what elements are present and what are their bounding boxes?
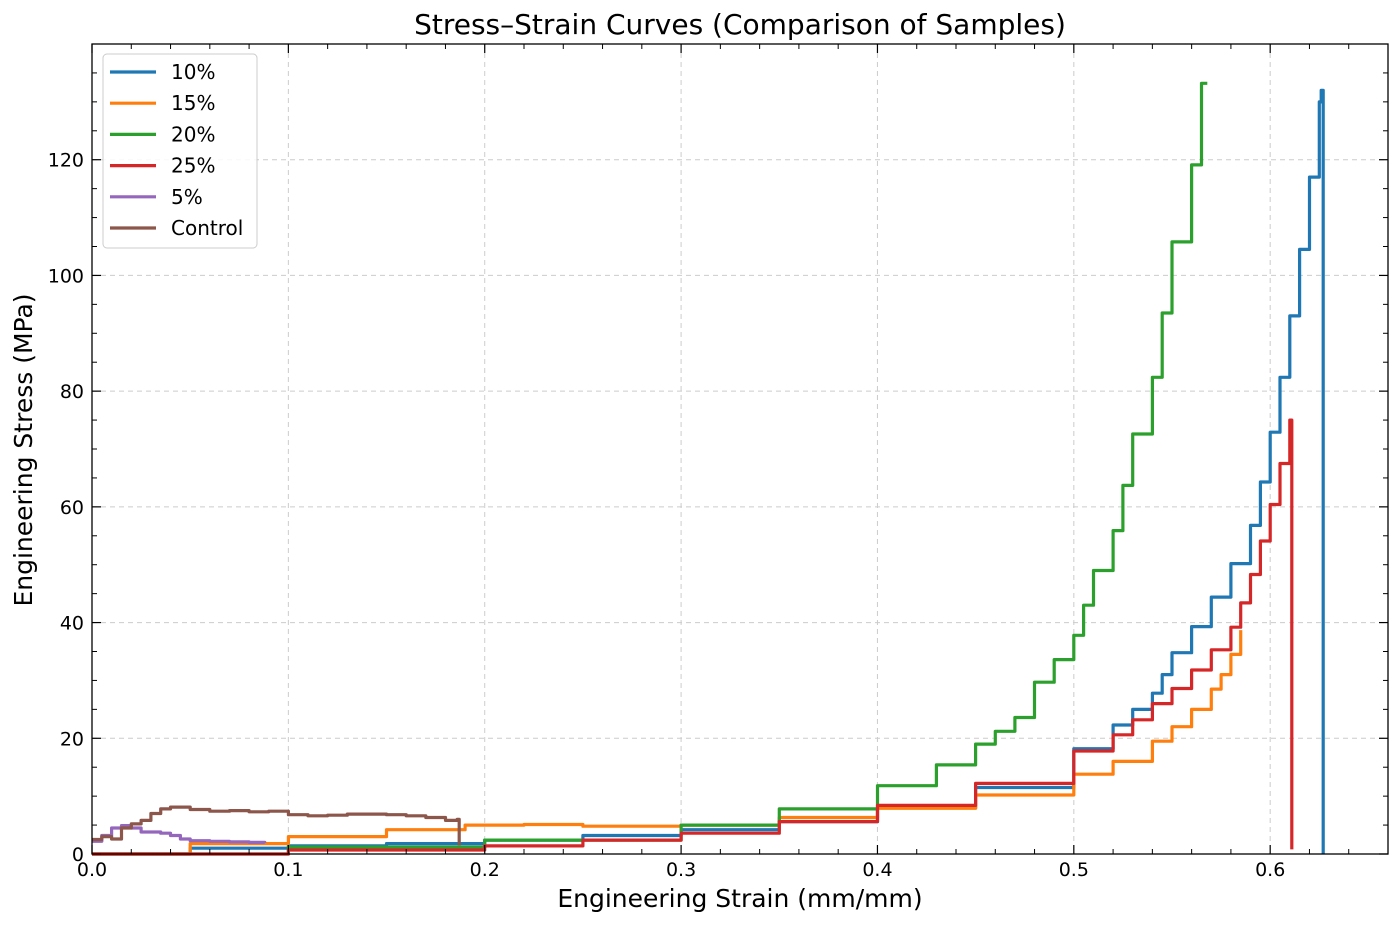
series-line-control bbox=[92, 805, 461, 846]
y-tick-label: 100 bbox=[48, 265, 84, 287]
x-tick-label: 0.6 bbox=[1255, 859, 1285, 881]
y-tick-label: 60 bbox=[60, 497, 84, 519]
legend-label: 25% bbox=[171, 154, 215, 178]
chart-title: Stress–Strain Curves (Comparison of Samp… bbox=[414, 8, 1066, 41]
legend-label: 20% bbox=[171, 122, 215, 146]
x-tick-label: 0.1 bbox=[273, 859, 303, 881]
x-tick-label: 0.4 bbox=[862, 859, 892, 881]
series-line-20pct bbox=[92, 81, 1208, 856]
legend-label: 5% bbox=[171, 185, 203, 209]
y-tick-label: 40 bbox=[60, 613, 84, 635]
x-tick-label: 0.3 bbox=[666, 859, 696, 881]
x-tick-label: 0.5 bbox=[1059, 859, 1089, 881]
series-line-15pct bbox=[92, 630, 1243, 856]
ticks-layer: 0.0 0.1 0.2 0.3 0.4 0.5 0.6 0 20 40 60 80 100 120 bbox=[48, 44, 1389, 881]
series-line-25pct bbox=[92, 418, 1294, 856]
series-line-5pct bbox=[92, 824, 267, 844]
y-axis-title: Engineering Stress (MPa) bbox=[9, 293, 38, 606]
y-tick-label: 20 bbox=[60, 728, 84, 750]
legend-label: 15% bbox=[171, 91, 215, 115]
y-tick-label: 80 bbox=[60, 381, 84, 403]
legend: 10% 15% 20% 25% 5% Control bbox=[102, 53, 258, 249]
y-tick-label: 0 bbox=[72, 844, 84, 866]
y-tick-label: 120 bbox=[48, 150, 84, 172]
legend-label: 10% bbox=[171, 60, 215, 84]
legend-label: Control bbox=[171, 216, 243, 240]
x-tick-label: 0.2 bbox=[470, 859, 500, 881]
series-layer bbox=[92, 81, 1325, 856]
x-axis-title: Engineering Strain (mm/mm) bbox=[557, 884, 922, 913]
x-tick-label: 0.0 bbox=[77, 859, 107, 881]
